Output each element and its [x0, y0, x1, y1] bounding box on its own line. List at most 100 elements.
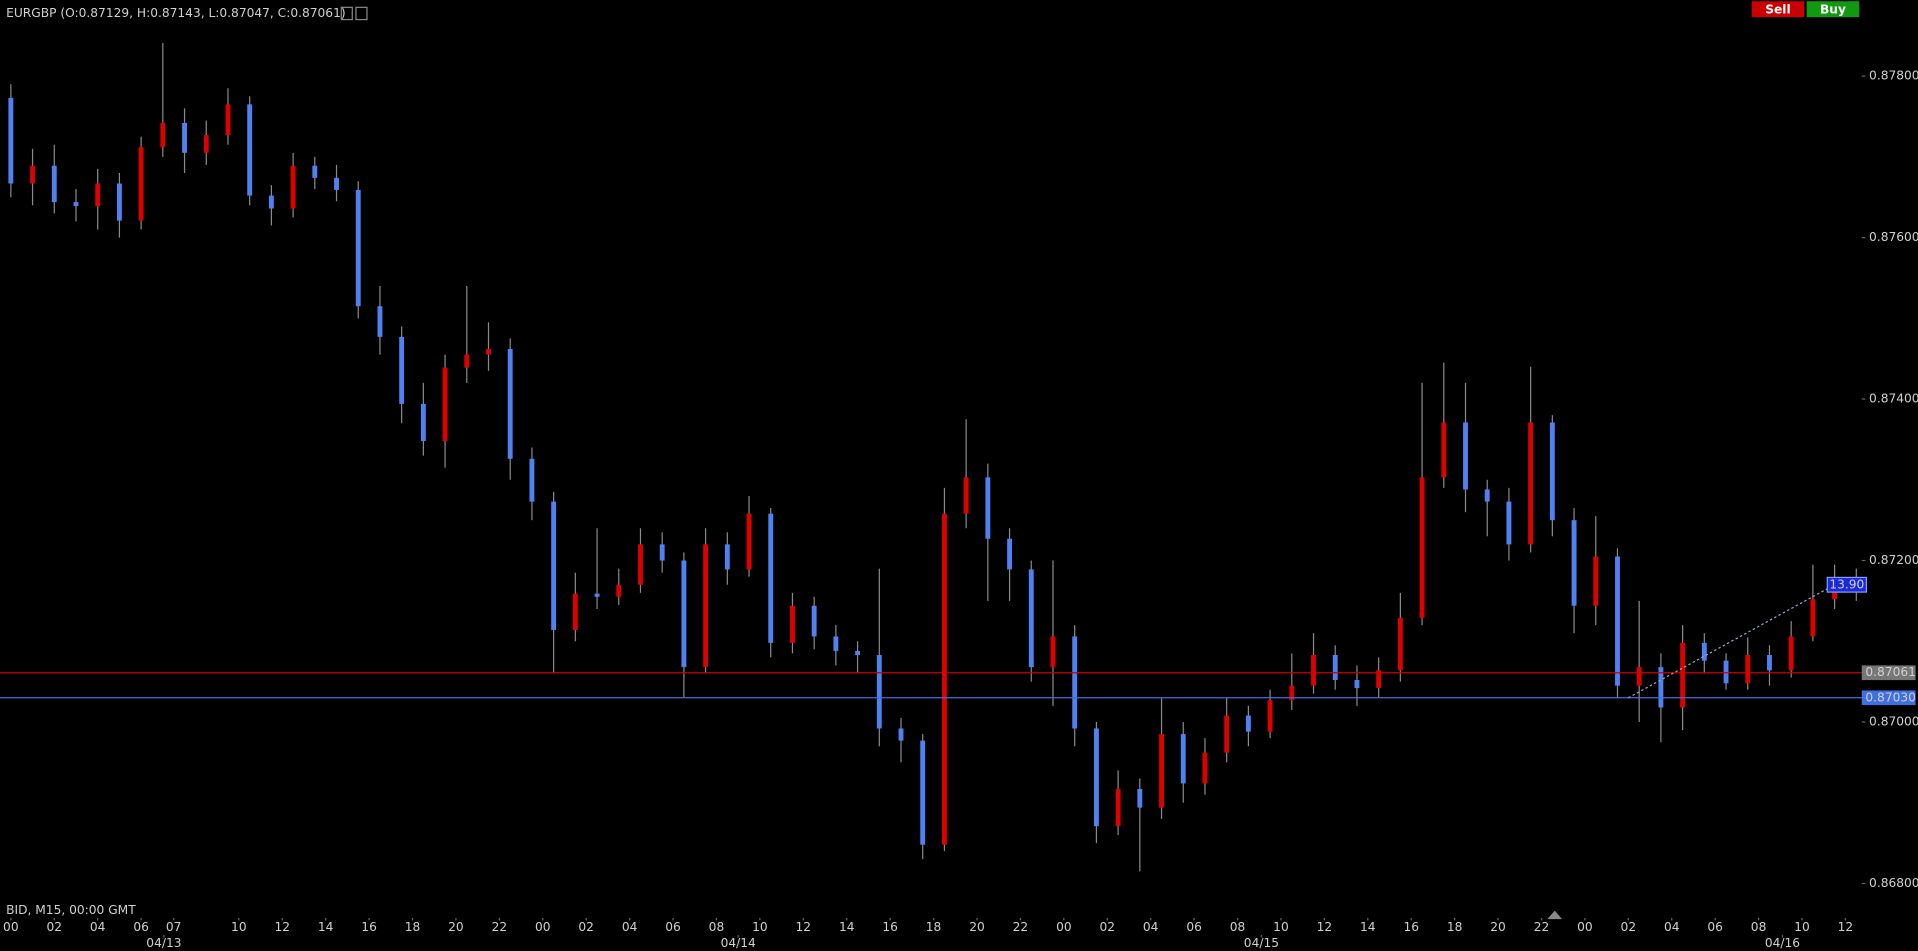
candle-body	[746, 513, 752, 570]
x-tick-label: 16	[1403, 920, 1419, 934]
trade-button-bg[interactable]	[1751, 1, 1805, 18]
candle-body	[1484, 489, 1490, 502]
x-tick-label: 14	[1360, 920, 1376, 934]
x-tick-label: 08	[1751, 920, 1767, 934]
x-tick-label: 12	[274, 920, 290, 934]
y-tick-label: 0.87800	[1869, 69, 1918, 83]
candle-body	[355, 189, 361, 307]
scroll-marker[interactable]	[1547, 910, 1563, 920]
candle-body	[941, 513, 947, 845]
x-tick-label: 14	[839, 920, 855, 934]
x-tick-label: 04	[622, 920, 638, 934]
candle-body	[1419, 477, 1425, 618]
candle-body	[1180, 734, 1186, 784]
candle-body	[1354, 680, 1360, 689]
trade-button[interactable]: Sell	[1751, 1, 1805, 18]
candle-body	[334, 177, 339, 190]
candle-body	[529, 458, 535, 502]
candle-body	[1115, 789, 1121, 827]
date-label: 04/14	[721, 936, 756, 950]
x-tick-label: 10	[231, 920, 247, 934]
trade-button-label[interactable]: Sell	[1765, 2, 1790, 16]
candle-body	[855, 650, 861, 655]
candle-body	[703, 544, 709, 668]
trend-label: 13.90	[1829, 577, 1864, 591]
candle-body	[290, 165, 296, 209]
candle-body	[1007, 538, 1013, 570]
candle-body	[507, 349, 513, 459]
candle-body	[833, 636, 839, 651]
candle-body	[1636, 667, 1642, 686]
candle-body	[920, 740, 926, 845]
date-label: 04/16	[1765, 936, 1800, 950]
x-tick-label: 06	[133, 920, 149, 934]
candle-body	[1658, 667, 1664, 708]
candle-body	[1202, 752, 1208, 784]
x-tick-label: 20	[448, 920, 464, 934]
trend-line	[1628, 584, 1835, 699]
candle-body	[1701, 642, 1707, 661]
x-tick-label: 00	[1577, 920, 1593, 934]
candle-body	[1745, 654, 1751, 684]
settings-icon[interactable]	[340, 6, 353, 21]
candle-body	[551, 501, 557, 630]
candle-body	[442, 367, 448, 442]
candle-body	[268, 195, 274, 209]
trade-button[interactable]: Buy	[1806, 1, 1860, 18]
candle-body	[876, 654, 882, 729]
candle-body	[420, 403, 426, 442]
candle-body	[594, 593, 600, 597]
x-tick-label: 18	[405, 920, 421, 934]
date-label: 04/15	[1244, 936, 1279, 950]
x-tick-label: 06	[1707, 920, 1723, 934]
candle-body	[160, 122, 166, 148]
x-tick-label: 12	[1838, 920, 1854, 934]
x-tick-label: 20	[969, 920, 985, 934]
x-tick-label: 08	[1230, 920, 1246, 934]
x-tick-label: 16	[361, 920, 377, 934]
trade-button-bg[interactable]	[1806, 1, 1860, 18]
y-tick-label: 0.87600	[1869, 230, 1918, 244]
price-line-label: 0.87061	[1865, 665, 1916, 679]
y-tick-label: 0.87200	[1869, 553, 1918, 567]
candle-body	[225, 104, 231, 136]
candle-body	[1137, 789, 1143, 808]
settings-icon[interactable]	[355, 6, 368, 21]
price-line-label: 0.87030	[1865, 690, 1916, 704]
candle-body	[1332, 654, 1338, 681]
candle-body	[1463, 422, 1468, 490]
candle-body	[464, 354, 470, 368]
price-line-tag	[1861, 665, 1916, 681]
x-tick-label: 22	[492, 920, 508, 934]
x-tick-label: 16	[882, 920, 898, 934]
candle-body	[1267, 700, 1273, 732]
x-tick-label: 10	[752, 920, 768, 934]
y-tick-label: 0.87000	[1869, 715, 1918, 729]
candle-body	[768, 513, 774, 643]
candle-body	[138, 147, 144, 221]
trade-button-label[interactable]: Buy	[1820, 2, 1846, 16]
subtitle: BID, M15, 00:00 GMT	[6, 903, 136, 917]
candle-body	[116, 183, 122, 221]
candle-body	[1224, 715, 1230, 753]
candle-body	[1593, 556, 1599, 606]
x-tick-label: 06	[1186, 920, 1202, 934]
x-tick-label: 00	[3, 920, 19, 934]
candle-body	[963, 477, 969, 514]
y-tick-label: 0.87400	[1869, 392, 1918, 406]
candle-body	[1767, 654, 1772, 671]
candle-body	[203, 135, 209, 153]
x-tick-label: 10	[1273, 920, 1289, 934]
candle-body	[73, 202, 79, 207]
candle-body	[811, 605, 817, 637]
candle-body	[1028, 569, 1034, 668]
candle-body	[681, 560, 687, 668]
candle-body	[1528, 422, 1534, 545]
y-tick-label: 0.86800	[1869, 876, 1918, 890]
candle-body	[51, 165, 57, 203]
candle-body	[724, 544, 730, 570]
chart-title: EURGBP (O:0.87129, H:0.87143, L:0.87047,…	[6, 6, 346, 20]
